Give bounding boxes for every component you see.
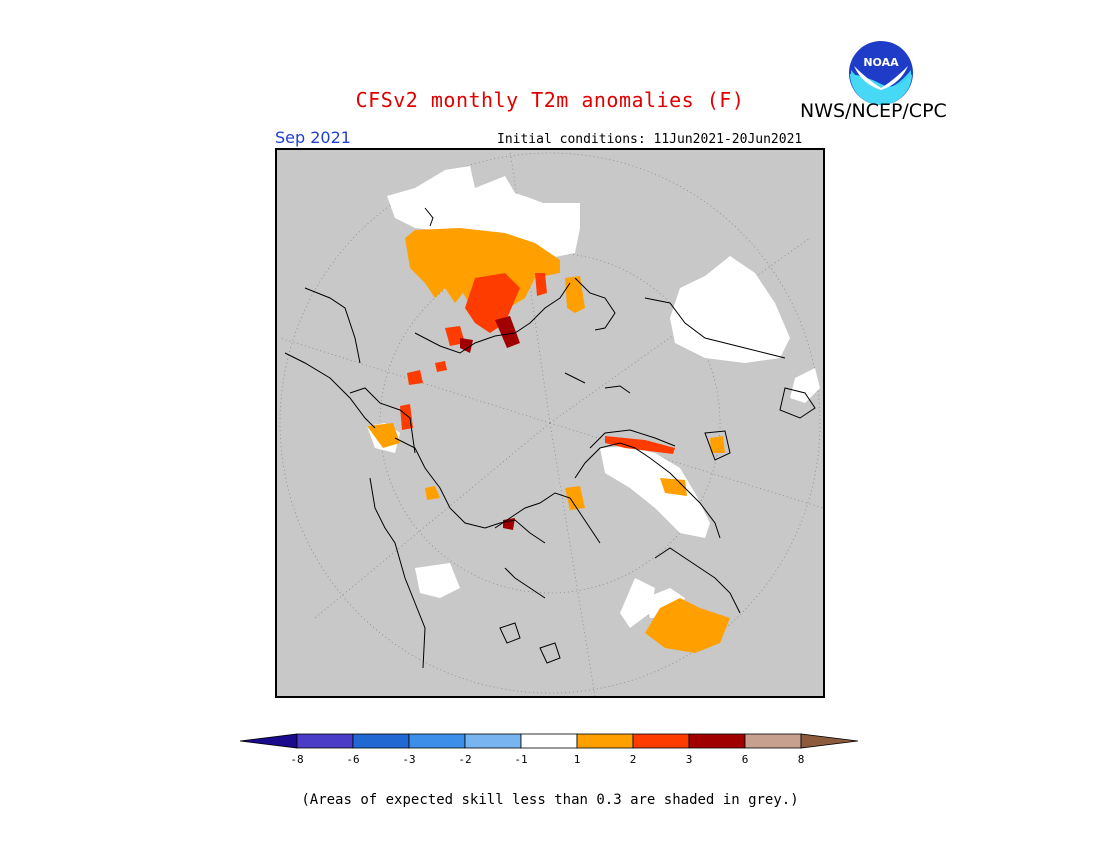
colorbar-swatch (296, 733, 354, 749)
colorbar-tick-label: 1 (574, 753, 581, 766)
white-regions (367, 166, 820, 628)
chart-title: CFSv2 monthly T2m anomalies (F) (355, 88, 745, 112)
colorbar-tick-label: -6 (346, 753, 359, 766)
red-regions (400, 273, 675, 454)
colorbar-swatch (576, 733, 634, 749)
colorbar-arrow-left (239, 733, 298, 749)
colorbar-tick-label: -3 (402, 753, 415, 766)
colorbar-swatch (464, 733, 522, 749)
colorbar-swatch (688, 733, 746, 749)
colorbar-swatch (632, 733, 690, 749)
colorbar-arrow-right (800, 733, 859, 749)
colorbar: -8 -6 -3 -2 -1 1 2 3 6 8 (239, 732, 860, 772)
polar-map (275, 148, 825, 698)
colorbar-tick-label: 6 (742, 753, 749, 766)
colorbar-tick-label: -2 (458, 753, 471, 766)
noaa-logo-text: NOAA (863, 56, 899, 69)
colorbar-swatch (352, 733, 410, 749)
map-frame (275, 148, 825, 698)
colorbar-tick-label: 3 (686, 753, 693, 766)
noaa-logo: NOAA (848, 40, 914, 106)
colorbar-swatch (520, 733, 578, 749)
valid-month: Sep 2021 (275, 128, 351, 147)
colorbar-swatch (408, 733, 466, 749)
colorbar-tick-label: 2 (630, 753, 637, 766)
coastlines (284, 207, 816, 669)
colorbar-swatch (744, 733, 802, 749)
orange-regions (367, 228, 730, 653)
agency-label: NWS/NCEP/CPC (800, 100, 947, 122)
colorbar-tick-label: 8 (798, 753, 805, 766)
colorbar-tick-label: -8 (290, 753, 303, 766)
initial-conditions: Initial conditions: 11Jun2021-20Jun2021 (497, 132, 803, 147)
skill-footnote: (Areas of expected skill less than 0.3 a… (301, 792, 799, 808)
colorbar-tick-label: -1 (514, 753, 527, 766)
